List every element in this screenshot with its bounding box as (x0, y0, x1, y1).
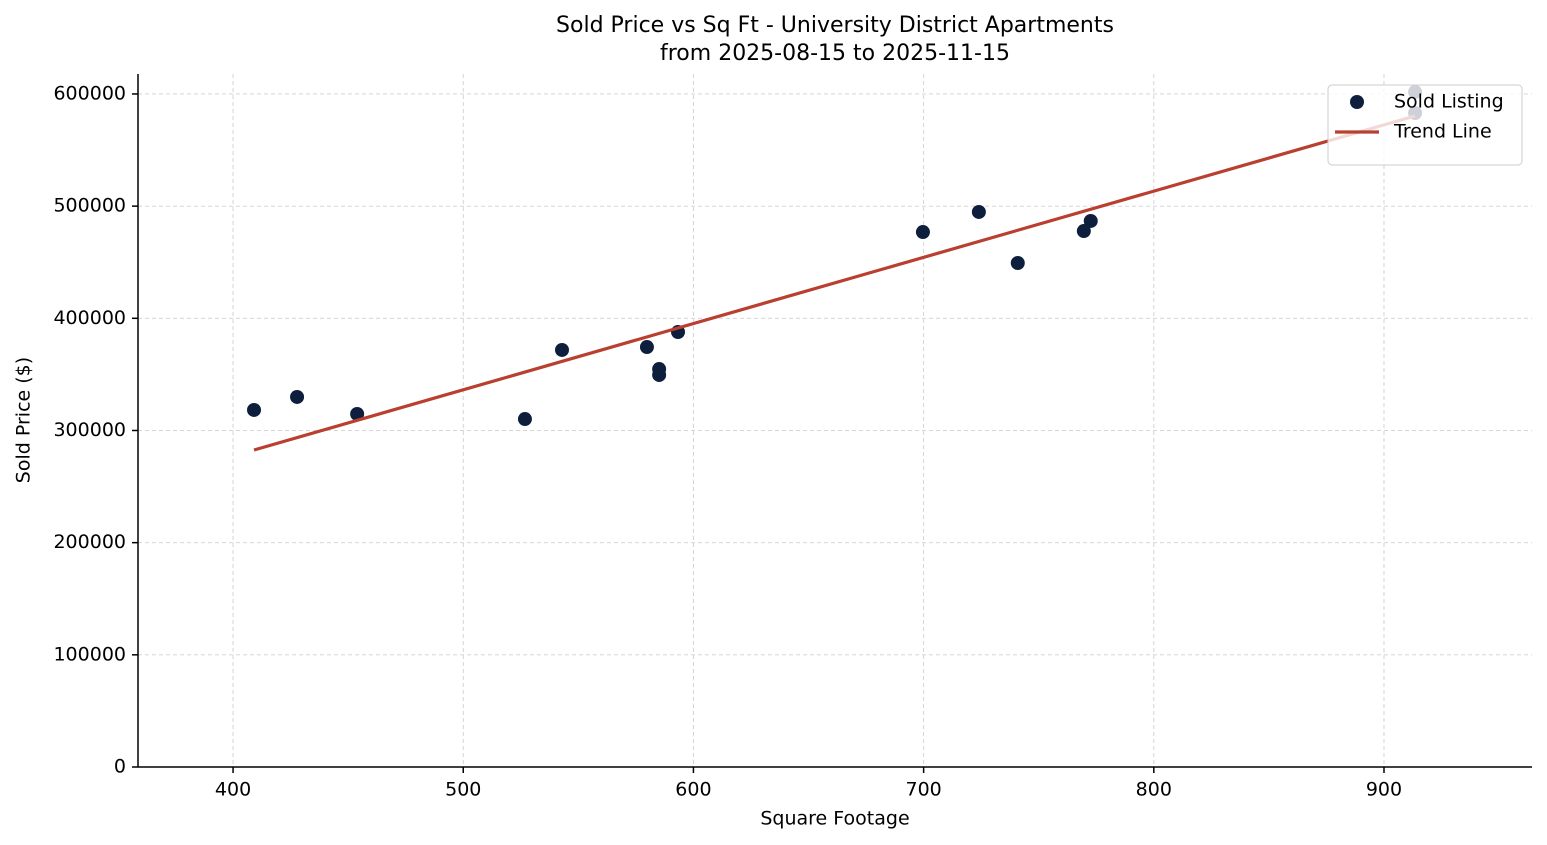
legend-label: Sold Listing (1394, 91, 1504, 113)
y-tick-label: 300000 (53, 419, 126, 441)
data-point (1083, 213, 1098, 228)
x-tick-label: 800 (1136, 779, 1172, 801)
x-tick-label: 600 (675, 779, 711, 801)
y-tick-label: 400000 (53, 307, 126, 329)
data-point (555, 342, 570, 357)
data-point (517, 412, 532, 427)
legend-marker (1350, 95, 1364, 109)
x-tick-label: 700 (905, 779, 941, 801)
data-point (350, 406, 365, 421)
chart-subtitle: from 2025-08-15 to 2025-11-15 (660, 41, 1010, 66)
y-axis-label: Sold Price ($) (13, 357, 35, 483)
y-tick-label: 100000 (53, 643, 126, 665)
data-point (247, 402, 262, 417)
data-point (915, 225, 930, 240)
data-point (652, 367, 667, 382)
x-tick-label: 900 (1366, 779, 1402, 801)
y-tick-label: 500000 (53, 195, 126, 217)
data-point (971, 204, 986, 219)
x-tick-label: 400 (215, 779, 251, 801)
legend-box (1327, 84, 1523, 166)
y-tick-label: 200000 (53, 531, 126, 553)
trend-line (253, 114, 1416, 452)
x-axis-label: Square Footage (760, 808, 909, 830)
legend-label: Trend Line (1393, 121, 1492, 143)
x-tick-label: 500 (445, 779, 481, 801)
chart-title: Sold Price vs Sq Ft - University Distric… (556, 13, 1114, 38)
y-tick-label: 600000 (53, 82, 126, 104)
data-point (1076, 224, 1091, 239)
data-point (639, 340, 654, 355)
data-point (290, 389, 305, 404)
y-tick-label: 0 (114, 756, 126, 778)
data-point (1010, 256, 1025, 271)
